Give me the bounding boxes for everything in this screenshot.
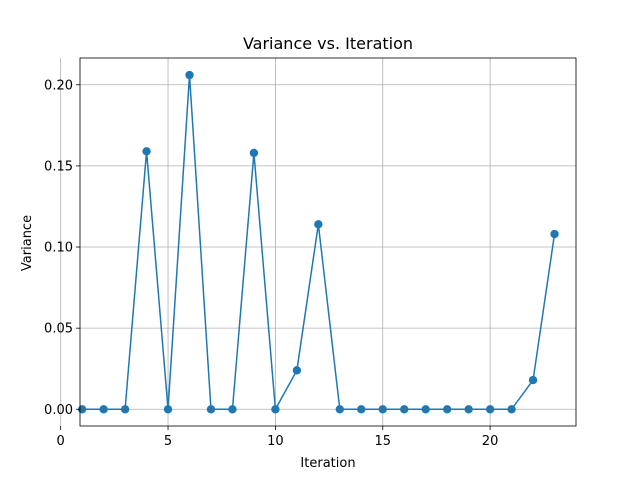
x-tick-label: 15 [374, 434, 391, 449]
data-point [335, 405, 345, 414]
data-point [120, 405, 130, 414]
data-point [378, 405, 387, 414]
data-point [292, 366, 302, 375]
y-axis-label: Variance [20, 215, 35, 271]
data-point [550, 229, 559, 239]
data-point [507, 405, 516, 414]
data-point [142, 147, 151, 156]
data-point [357, 405, 366, 414]
data-point [421, 405, 430, 414]
ticks: 0 5 10 15 20 0.00 0.05 0.10 0.15 0.20 [44, 78, 498, 449]
data-point [249, 148, 259, 158]
data-point [442, 405, 452, 414]
y-tick-label: 0.05 [44, 322, 73, 337]
plot-frame [79, 57, 577, 427]
x-tick-label: 5 [164, 434, 172, 449]
x-axis-label: Iteration [300, 456, 355, 471]
data-point [99, 405, 108, 414]
x-tick-label: 20 [482, 434, 499, 449]
grid [60, 58, 576, 426]
y-tick-label: 0.15 [44, 159, 73, 174]
data-point [528, 375, 538, 385]
y-tick-label: 0.10 [44, 241, 73, 256]
data-point [400, 405, 409, 414]
chart-title: Variance vs. Iteration [243, 34, 413, 53]
data-point [185, 70, 194, 80]
data-point [314, 220, 323, 229]
data-point [271, 405, 280, 414]
series [77, 70, 559, 414]
x-tick-label: 10 [267, 434, 284, 449]
data-point [228, 405, 237, 414]
y-tick-label: 0.00 [44, 403, 73, 418]
data-point [464, 405, 473, 414]
data-point [206, 405, 216, 414]
x-tick-label: 0 [57, 434, 65, 449]
data-point [163, 405, 173, 414]
y-tick-label: 0.20 [44, 78, 73, 93]
data-point [485, 405, 495, 414]
